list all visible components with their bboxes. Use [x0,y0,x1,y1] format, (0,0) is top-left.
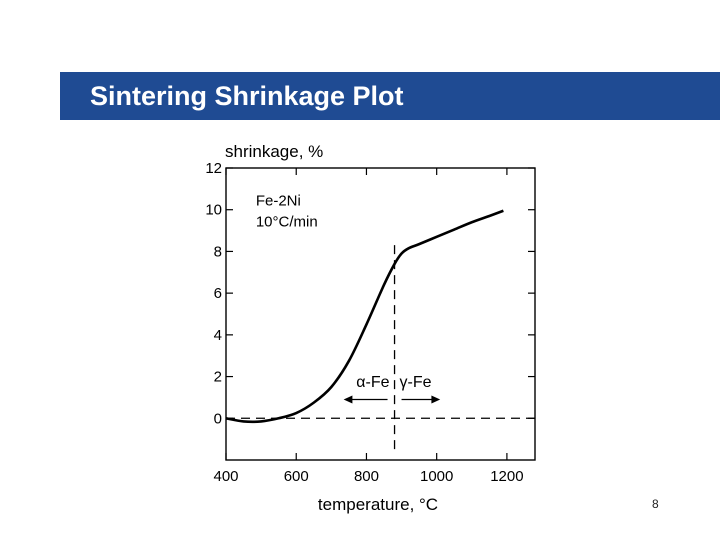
y-tick-label: 10 [205,202,222,219]
slide-title: Sintering Shrinkage Plot [90,81,404,111]
alpha-arrow-head [343,395,353,404]
title-bar: Sintering Shrinkage Plot [60,72,720,120]
x-axis-label: temperature, °C [318,495,438,514]
y-tick-label: 0 [214,410,222,427]
x-tick-label: 800 [354,468,379,485]
y-tick-label: 6 [214,285,222,302]
y-tick-label: 12 [205,160,222,177]
alpha-fe-label: α-Fe [356,374,389,391]
annotation-alloy: Fe-2Ni [256,193,301,210]
gamma-fe-label: γ-Fe [400,374,432,391]
y-tick-label: 4 [214,327,222,344]
shrinkage-curve [225,209,504,424]
x-tick-label: 1200 [490,468,523,485]
x-tick-label: 400 [213,468,238,485]
plot-frame [225,167,536,461]
x-tick-label: 1000 [420,468,453,485]
x-tick-label: 600 [284,468,309,485]
page-number: 8 [652,497,659,511]
y-tick-label: 8 [214,243,222,260]
y-tick-label: 2 [214,369,222,386]
y-axis-label: shrinkage, % [225,142,323,161]
annotation-rate: 10°C/min [256,213,318,230]
gamma-arrow-head [431,395,441,404]
